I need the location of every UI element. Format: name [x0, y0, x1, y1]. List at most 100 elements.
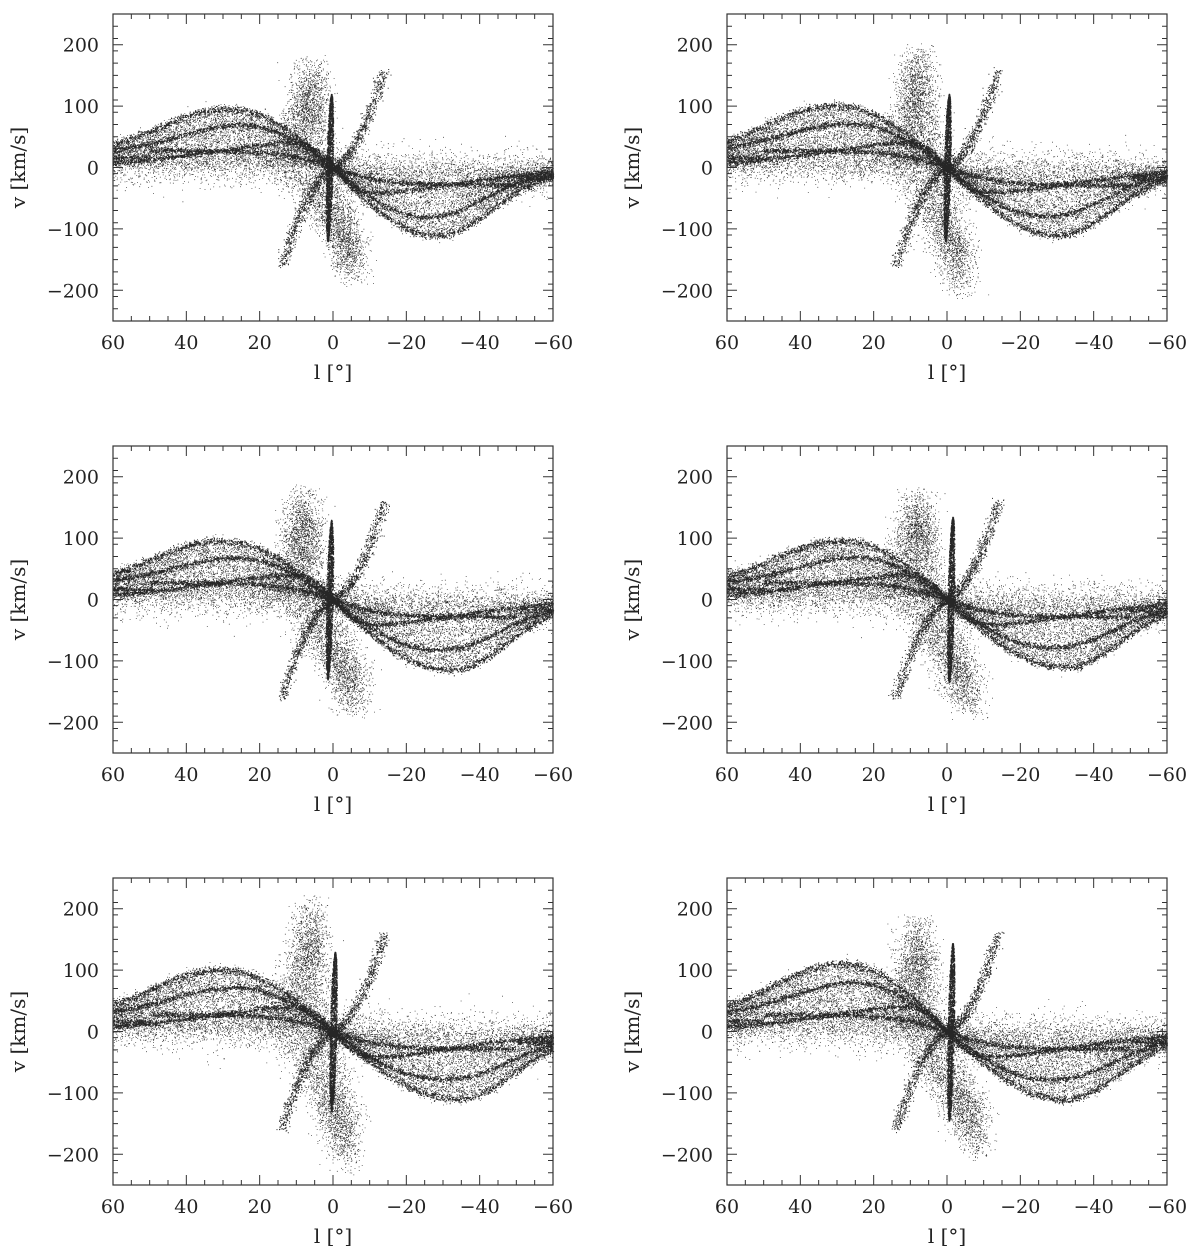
y-tick-label: 100: [63, 96, 99, 118]
x-tick-label: −40: [460, 332, 500, 354]
y-tick-label: −100: [661, 1083, 713, 1105]
x-tick-label: 0: [941, 332, 953, 354]
x-tick-label: −60: [1147, 332, 1187, 354]
x-tick-label: −60: [533, 332, 573, 354]
scatter-cloud: [727, 487, 1168, 720]
x-tick-label: 60: [101, 1196, 125, 1218]
x-tick-label: 60: [715, 1196, 739, 1218]
y-tick-label: 0: [701, 158, 713, 180]
scatter-cloud: [113, 55, 555, 287]
y-tick-label: 100: [63, 960, 99, 982]
y-axis-label: v [km/s]: [6, 991, 30, 1073]
y-tick-label: −100: [661, 219, 713, 241]
tick-marks: [726, 13, 1168, 322]
y-axis-label: v [km/s]: [620, 991, 644, 1073]
x-tick-label: −20: [386, 1196, 426, 1218]
x-tick-label: 0: [941, 764, 953, 786]
ticks: [112, 877, 554, 1186]
tick-marks: [112, 13, 554, 322]
x-tick-label: −60: [1147, 1196, 1187, 1218]
x-tick-label: 20: [862, 1196, 886, 1218]
y-tick-label: 100: [677, 96, 713, 118]
x-tick-label: 20: [862, 764, 886, 786]
scatter-points: [113, 55, 555, 287]
x-tick-label: −20: [386, 332, 426, 354]
x-tick-label: −20: [1000, 332, 1040, 354]
y-tick-label: −200: [661, 280, 713, 302]
x-axis-label: l [°]: [928, 1224, 966, 1248]
scatter-points: [113, 484, 555, 719]
x-tick-label: 20: [862, 332, 886, 354]
y-tick-label: −200: [47, 712, 99, 734]
x-tick-label: 60: [715, 332, 739, 354]
x-tick-label: −40: [1074, 332, 1114, 354]
x-tick-label: 20: [248, 1196, 272, 1218]
x-tick-label: 0: [327, 332, 339, 354]
y-tick-label: 200: [677, 899, 713, 921]
y-tick-label: 100: [63, 528, 99, 550]
y-tick-label: −200: [47, 1144, 99, 1166]
x-tick-label: 60: [101, 764, 125, 786]
x-tick-label: 40: [788, 764, 812, 786]
y-axis-label: v [km/s]: [6, 127, 30, 209]
x-tick-label: 40: [174, 1196, 198, 1218]
y-tick-label: 100: [677, 528, 713, 550]
ticks: [112, 13, 554, 322]
x-tick-label: 40: [174, 764, 198, 786]
x-axis-label: l [°]: [928, 360, 966, 384]
ticks: [726, 877, 1168, 1186]
y-tick-label: 0: [701, 1022, 713, 1044]
x-tick-label: −60: [533, 764, 573, 786]
y-tick-label: −100: [47, 1083, 99, 1105]
ticks: [726, 13, 1168, 322]
x-tick-label: −60: [533, 1196, 573, 1218]
scatter-points: [727, 43, 1169, 299]
tick-marks: [112, 445, 554, 754]
x-tick-label: −60: [1147, 764, 1187, 786]
y-tick-label: −200: [661, 712, 713, 734]
x-tick-label: −20: [1000, 1196, 1040, 1218]
scatter-cloud: [727, 914, 1168, 1161]
x-tick-label: 60: [101, 332, 125, 354]
x-tick-label: −20: [1000, 764, 1040, 786]
y-tick-label: 200: [677, 467, 713, 489]
x-tick-label: 0: [327, 1196, 339, 1218]
y-tick-label: −100: [661, 651, 713, 673]
x-axis-label: l [°]: [314, 1224, 352, 1248]
x-tick-label: 60: [715, 764, 739, 786]
scatter-cloud: [113, 484, 555, 719]
ticks: [112, 445, 554, 754]
y-tick-label: 0: [87, 158, 99, 180]
x-axis-label: l [°]: [314, 792, 352, 816]
tick-marks: [112, 877, 554, 1186]
x-tick-label: 40: [788, 332, 812, 354]
x-tick-label: −40: [460, 1196, 500, 1218]
y-tick-label: −100: [47, 651, 99, 673]
y-axis-label: v [km/s]: [620, 127, 644, 209]
scatter-points: [113, 895, 555, 1176]
x-tick-label: 20: [248, 764, 272, 786]
y-tick-label: 200: [677, 35, 713, 57]
x-tick-label: −40: [460, 764, 500, 786]
y-tick-label: −200: [47, 280, 99, 302]
y-tick-label: 0: [87, 590, 99, 612]
scatter-points: [727, 914, 1168, 1161]
x-tick-label: 0: [327, 764, 339, 786]
scatter-cloud: [113, 895, 555, 1176]
y-tick-label: 200: [63, 35, 99, 57]
x-axis-label: l [°]: [928, 792, 966, 816]
y-tick-label: −100: [47, 219, 99, 241]
x-tick-label: −40: [1074, 764, 1114, 786]
y-tick-label: −200: [661, 1144, 713, 1166]
x-axis-label: l [°]: [314, 360, 352, 384]
y-tick-label: 100: [677, 960, 713, 982]
y-tick-label: 0: [701, 590, 713, 612]
scatter-points: [727, 487, 1168, 720]
